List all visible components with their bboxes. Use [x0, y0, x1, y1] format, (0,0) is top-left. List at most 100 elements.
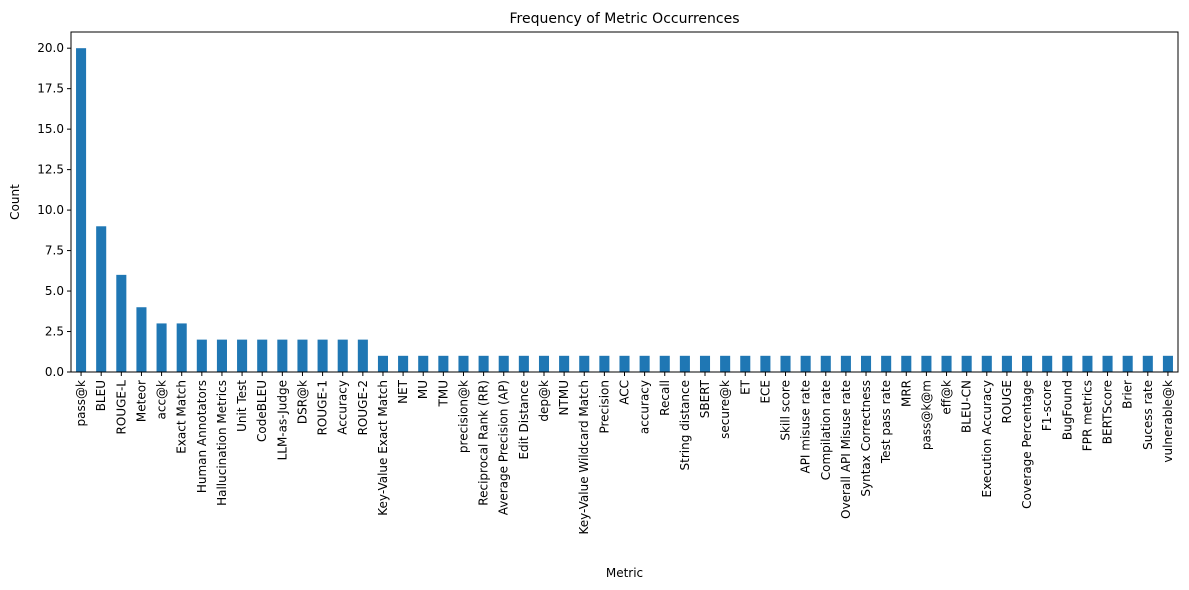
bar — [418, 355, 429, 372]
bar — [1022, 355, 1033, 372]
x-tick-label: Syntax Correctness — [859, 380, 873, 497]
bar — [196, 339, 207, 372]
bar — [398, 355, 409, 372]
bar — [1142, 355, 1153, 372]
x-tick-label: MRR — [899, 380, 913, 407]
bar — [720, 355, 731, 372]
x-tick-label: SBERT — [698, 379, 712, 418]
x-tick-label: Execution Accuracy — [980, 380, 994, 498]
x-tick-label: Coverage Percentage — [1020, 380, 1034, 509]
x-tick-label: CodeBLEU — [255, 380, 269, 442]
x-tick-label: NET — [396, 379, 410, 404]
x-tick-label: API misuse rate — [799, 380, 813, 474]
x-tick-label: Human Annotators — [195, 380, 209, 493]
x-tick-label: DSR@k — [295, 380, 309, 424]
x-tick-label: Compilation rate — [819, 380, 833, 480]
bar — [881, 355, 892, 372]
x-tick-label: NTMU — [557, 380, 571, 415]
bar — [176, 323, 187, 372]
bar — [559, 355, 570, 372]
x-tick-label: Accuracy — [336, 380, 350, 435]
bar — [961, 355, 972, 372]
y-tick-label: 15.0 — [37, 122, 64, 136]
x-tick-label: ET — [738, 379, 752, 395]
bar — [216, 339, 227, 372]
bar — [458, 355, 469, 372]
bar — [901, 355, 912, 372]
bar — [317, 339, 328, 372]
bar — [538, 355, 550, 372]
x-tick-label: Unit Test — [235, 380, 249, 432]
bar — [257, 339, 268, 372]
bar — [96, 226, 107, 372]
x-tick-label: ROUGE — [1000, 380, 1014, 423]
bar — [860, 355, 872, 372]
y-tick-label: 20.0 — [37, 41, 64, 55]
bar — [1162, 355, 1173, 372]
x-tick-label: accuracy — [638, 380, 652, 434]
bar — [377, 355, 389, 372]
x-tick-label: Edit Distance — [517, 380, 531, 460]
bar — [780, 355, 791, 372]
x-tick-label: ROUGE-1 — [316, 380, 330, 435]
y-tick-label: 0.0 — [45, 365, 64, 379]
bar — [438, 355, 449, 372]
bar — [921, 355, 932, 372]
bar — [820, 355, 831, 372]
bar — [277, 339, 288, 372]
bar — [1082, 355, 1093, 372]
y-tick-label: 17.5 — [37, 82, 64, 96]
x-tick-label: Meteor — [134, 380, 148, 422]
x-tick-label: ROUGE-2 — [356, 380, 370, 435]
bar — [1062, 355, 1073, 372]
bar — [498, 355, 509, 372]
x-tick-label: Reciprocal Rank (RR) — [477, 380, 491, 506]
bar — [599, 355, 610, 372]
x-tick-label: F1-score — [1040, 380, 1054, 431]
x-tick-label: eff@k — [940, 380, 954, 415]
bar — [760, 355, 771, 372]
bar — [297, 339, 308, 372]
bar — [941, 355, 952, 372]
bar — [1122, 355, 1133, 372]
bar — [76, 48, 87, 372]
x-tick-label: BugFound — [1060, 380, 1074, 440]
y-tick-label: 2.5 — [45, 325, 64, 339]
x-tick-label: BERTScore — [1101, 380, 1115, 444]
x-tick-label: Test pass rate — [879, 380, 893, 464]
x-tick-label: FPR metrics — [1080, 380, 1094, 451]
x-tick-label: BLEU — [94, 380, 108, 411]
x-tick-label: secure@k — [718, 380, 732, 439]
x-tick-label: Overall API Misuse rate — [839, 380, 853, 519]
bar — [518, 355, 529, 372]
bar — [679, 355, 690, 372]
bar — [699, 355, 711, 372]
x-tick-label: String distance — [678, 380, 692, 470]
y-axis: 0.0 2.5 5.0 7.5 10.0 12.5 15.0 17.5 20.0 — [37, 41, 71, 379]
x-tick-label: ECE — [758, 380, 772, 404]
bar — [116, 274, 127, 372]
x-tick-label: Skill score — [779, 380, 793, 441]
bar — [156, 323, 167, 372]
bar — [478, 355, 489, 372]
x-tick-label: ROUGE-L — [114, 380, 128, 435]
x-axis: pass@k BLEU ROUGE-L Meteor acc@k Exact Match H… — [74, 372, 1175, 535]
bar — [136, 307, 147, 372]
x-tick-label: Precision — [597, 380, 611, 434]
y-tick-label: 5.0 — [45, 284, 64, 298]
bar — [740, 355, 751, 372]
bars-group — [76, 48, 1173, 372]
x-tick-label: MU — [416, 380, 430, 399]
bar — [1102, 355, 1113, 372]
bar — [639, 355, 650, 372]
bar — [840, 355, 851, 372]
x-tick-label: LLM-as-Judge — [275, 380, 289, 460]
x-tick-label: Hallucination Metrics — [215, 380, 229, 506]
x-tick-label: pass@k — [74, 380, 88, 426]
x-tick-label: Brier — [1121, 380, 1135, 409]
y-tick-label: 7.5 — [45, 244, 64, 258]
x-tick-label: Key-Value Wildcard Match — [577, 380, 591, 535]
x-tick-label: Average Precision (AP) — [497, 380, 511, 515]
chart-title: Frequency of Metric Occurrences — [509, 11, 739, 27]
